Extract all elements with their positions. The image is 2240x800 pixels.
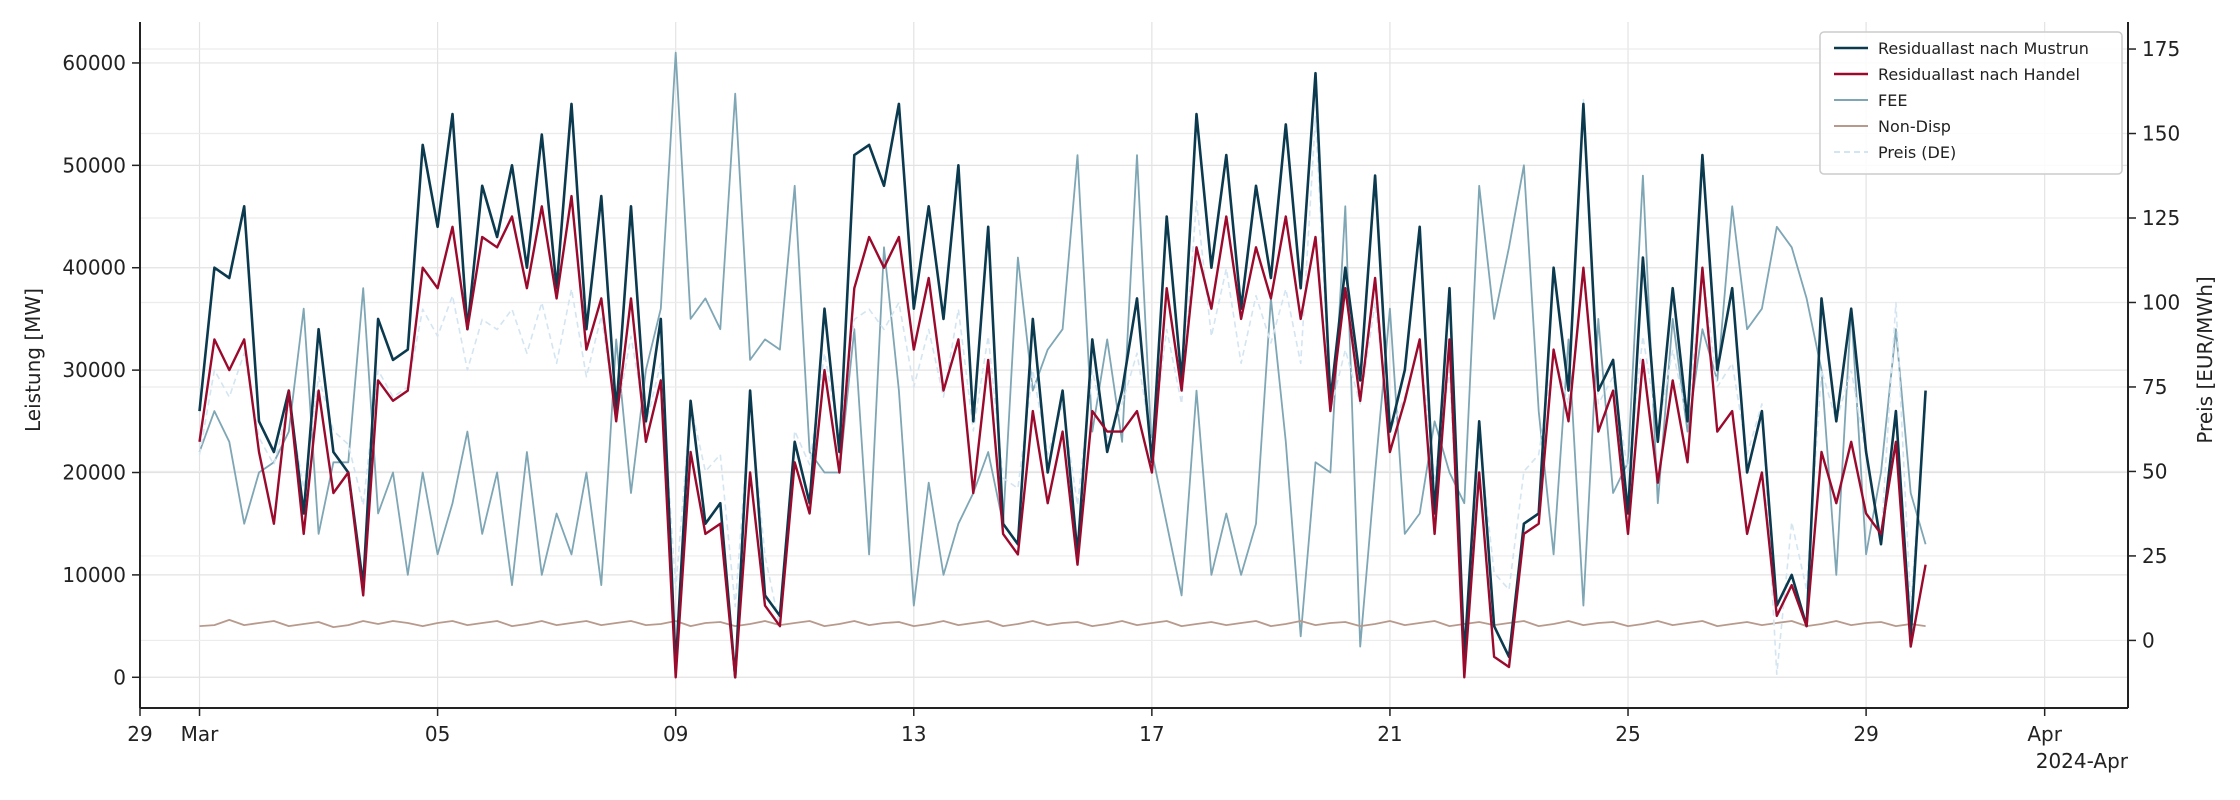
y-axis-label: Leistung [MW] <box>21 288 45 432</box>
y-tick-label: 30000 <box>62 358 126 382</box>
x-tick-label: 09 <box>663 722 688 746</box>
y2-tick-label: 125 <box>2142 206 2180 230</box>
y-tick-label: 0 <box>113 665 126 689</box>
x-tick-label: Apr <box>2027 722 2062 746</box>
x-tick-label: 05 <box>425 722 450 746</box>
y-tick-label: 10000 <box>62 563 126 587</box>
x-tick-label: 29 <box>1853 722 1878 746</box>
y2-tick-label: 150 <box>2142 122 2180 146</box>
x-axis-offset-label: 2024-Apr <box>2036 749 2129 773</box>
legend-frame <box>1819 31 2123 175</box>
y2-tick-label: 175 <box>2142 37 2180 61</box>
series-line-fee <box>198 51 1927 648</box>
y-tick-label: 60000 <box>62 51 126 75</box>
y-tick-label: 50000 <box>62 153 126 177</box>
x-tick-label: Mar <box>181 722 220 746</box>
y2-tick-label: 100 <box>2142 290 2180 314</box>
legend-label: Residuallast nach Handel <box>1878 65 2080 84</box>
x-tick-label: 29 <box>127 722 152 746</box>
x-tick-label: 21 <box>1377 722 1402 746</box>
y-axis-ticks: 0 10000 20000 30000 40000 50000 60000 <box>62 51 140 689</box>
legend-label: Non-Disp <box>1878 117 1951 136</box>
y-tick-label: 40000 <box>62 256 126 280</box>
y2-tick-label: 75 <box>2142 375 2167 399</box>
y2-tick-label: 25 <box>2142 544 2167 568</box>
grid-lines <box>139 22 2128 708</box>
x-tick-label: 13 <box>901 722 926 746</box>
series-line-residuallast-nach-handel <box>198 194 1927 679</box>
y2-tick-label: 50 <box>2142 459 2167 483</box>
axes <box>139 22 2129 709</box>
legend-label: Preis (DE) <box>1878 143 1956 162</box>
y2-axis-label: Preis [EUR/MWh] <box>2193 276 2217 443</box>
legend-label: Residuallast nach Mustrun <box>1878 39 2089 58</box>
legend-label: FEE <box>1878 91 1907 110</box>
x-tick-label: 25 <box>1615 722 1640 746</box>
y2-axis-ticks: 0 25 50 75 100 125 150 175 <box>2128 37 2180 652</box>
series-line-preis-de <box>198 98 1927 675</box>
x-axis-ticks: 29 Mar 05 09 13 17 21 25 29 Apr <box>127 708 2063 746</box>
y2-tick-label: 0 <box>2142 628 2155 652</box>
series-line-non-disp <box>199 619 1926 628</box>
legend: Residuallast nach Mustrun Residuallast na… <box>1819 31 2123 175</box>
x-tick-label: 17 <box>1139 722 1164 746</box>
series-line-residuallast-nach-mustrun <box>198 71 1927 679</box>
y-tick-label: 20000 <box>62 461 126 485</box>
series-group <box>198 51 1927 679</box>
